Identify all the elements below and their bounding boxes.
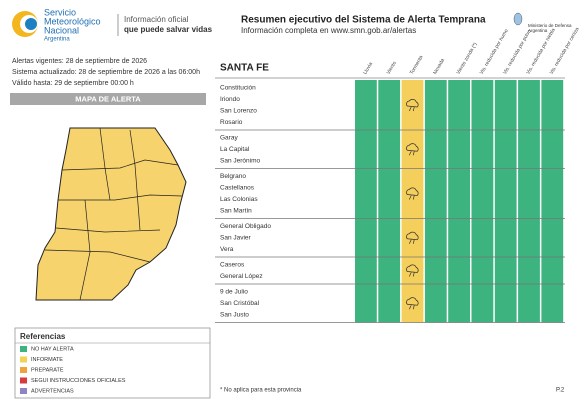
tagline: que puede salvar vidas [124, 25, 213, 34]
legend-swatch [20, 346, 27, 352]
legend-swatch [20, 388, 27, 394]
alert-column [448, 80, 470, 323]
org-line: Meteorológico [44, 16, 101, 26]
zone-name: Belgrano [220, 173, 246, 180]
zone-name: Las Colonias [220, 196, 258, 203]
legend-label: SEGUI INSTRUCCIONES OFICIALES [31, 378, 126, 384]
legend-swatch [20, 377, 27, 384]
legend-title: Referencias [20, 332, 66, 341]
zone-name: Garay [220, 135, 238, 142]
storm-icon-shape [406, 99, 419, 112]
tagline: Información oficial [124, 15, 189, 24]
zone-name: Constitución [220, 85, 256, 92]
map-title: MAPA DE ALERTA [75, 94, 141, 103]
storm-icon [406, 99, 419, 112]
org-line: Servicio [44, 7, 76, 17]
alert-column [401, 80, 424, 323]
storm-icon [406, 264, 419, 277]
zone-name: San Justo [220, 312, 249, 319]
title: Resumen ejecutivo del Sistema de Alerta … [241, 15, 486, 26]
province: SANTA FE [220, 63, 269, 74]
org-line: Nacional [44, 25, 79, 35]
ministry: Ministerio de Defensa [528, 23, 572, 28]
storm-icon-shape [406, 297, 419, 310]
zone-name: Iriondo [220, 96, 240, 103]
zone-name: Vera [220, 246, 234, 253]
alert-column [541, 80, 564, 323]
legend-box [14, 327, 211, 399]
zone-name: Caseros [220, 262, 245, 269]
info-line: Válido hasta: 29 de septiembre 00:00 h [12, 80, 134, 87]
shield [513, 12, 523, 26]
storm-icon-shape [406, 231, 419, 244]
storm-icon-shape [406, 264, 419, 277]
zone-name: San Cristóbal [220, 300, 260, 307]
footnote: * No aplica para esta provincia [220, 388, 302, 394]
zone-name: Rosario [220, 119, 243, 126]
map [35, 127, 187, 301]
legend-label: NO HAY ALERTA [31, 346, 74, 352]
legend-swatch [20, 356, 27, 363]
subtitle: Información completa en www.smn.gob.ar/a… [241, 26, 416, 35]
alert-column [424, 80, 447, 323]
legend-swatch [20, 367, 27, 373]
country: Argentina [44, 37, 70, 43]
zone-name: Castellanos [220, 185, 255, 192]
page-number: P.2 [556, 388, 565, 394]
info-line: Alertas vigentes: 28 de septiembre de 20… [12, 58, 147, 65]
alert-column [471, 80, 494, 323]
storm-icon-shape [406, 187, 419, 200]
alert-column [378, 80, 401, 323]
zone-name: General López [220, 273, 263, 280]
ministry: Argentina [528, 28, 548, 33]
zone-name: San Jerónimo [220, 158, 260, 165]
storm-icon [406, 187, 419, 200]
map-title-bar [10, 93, 206, 105]
zone-name: San Lorenzo [220, 108, 257, 115]
storm-icon [406, 297, 419, 310]
legend-label: ADVERTENCIAS [31, 388, 74, 394]
storm-icon-shape [406, 143, 419, 156]
storm-icon [406, 231, 419, 244]
alert-column [518, 80, 540, 323]
alert-column [494, 80, 517, 323]
logo [12, 11, 38, 37]
storm-icon [406, 143, 419, 156]
legend-label: PREPARATE [31, 367, 64, 373]
zone-name: San Martín [220, 208, 252, 215]
column-header: Lluvia [362, 61, 374, 76]
zone-name: La Capital [220, 146, 250, 153]
info-line: Sistema actualizado: 28 de septiembre de… [12, 69, 200, 76]
zone-name: General Obligado [220, 223, 271, 230]
zone-name: 9 de Julio [220, 289, 248, 296]
legend-label: INFORMATE [31, 357, 63, 363]
alert-column [355, 80, 377, 323]
zone-name: San Javier [220, 235, 252, 242]
